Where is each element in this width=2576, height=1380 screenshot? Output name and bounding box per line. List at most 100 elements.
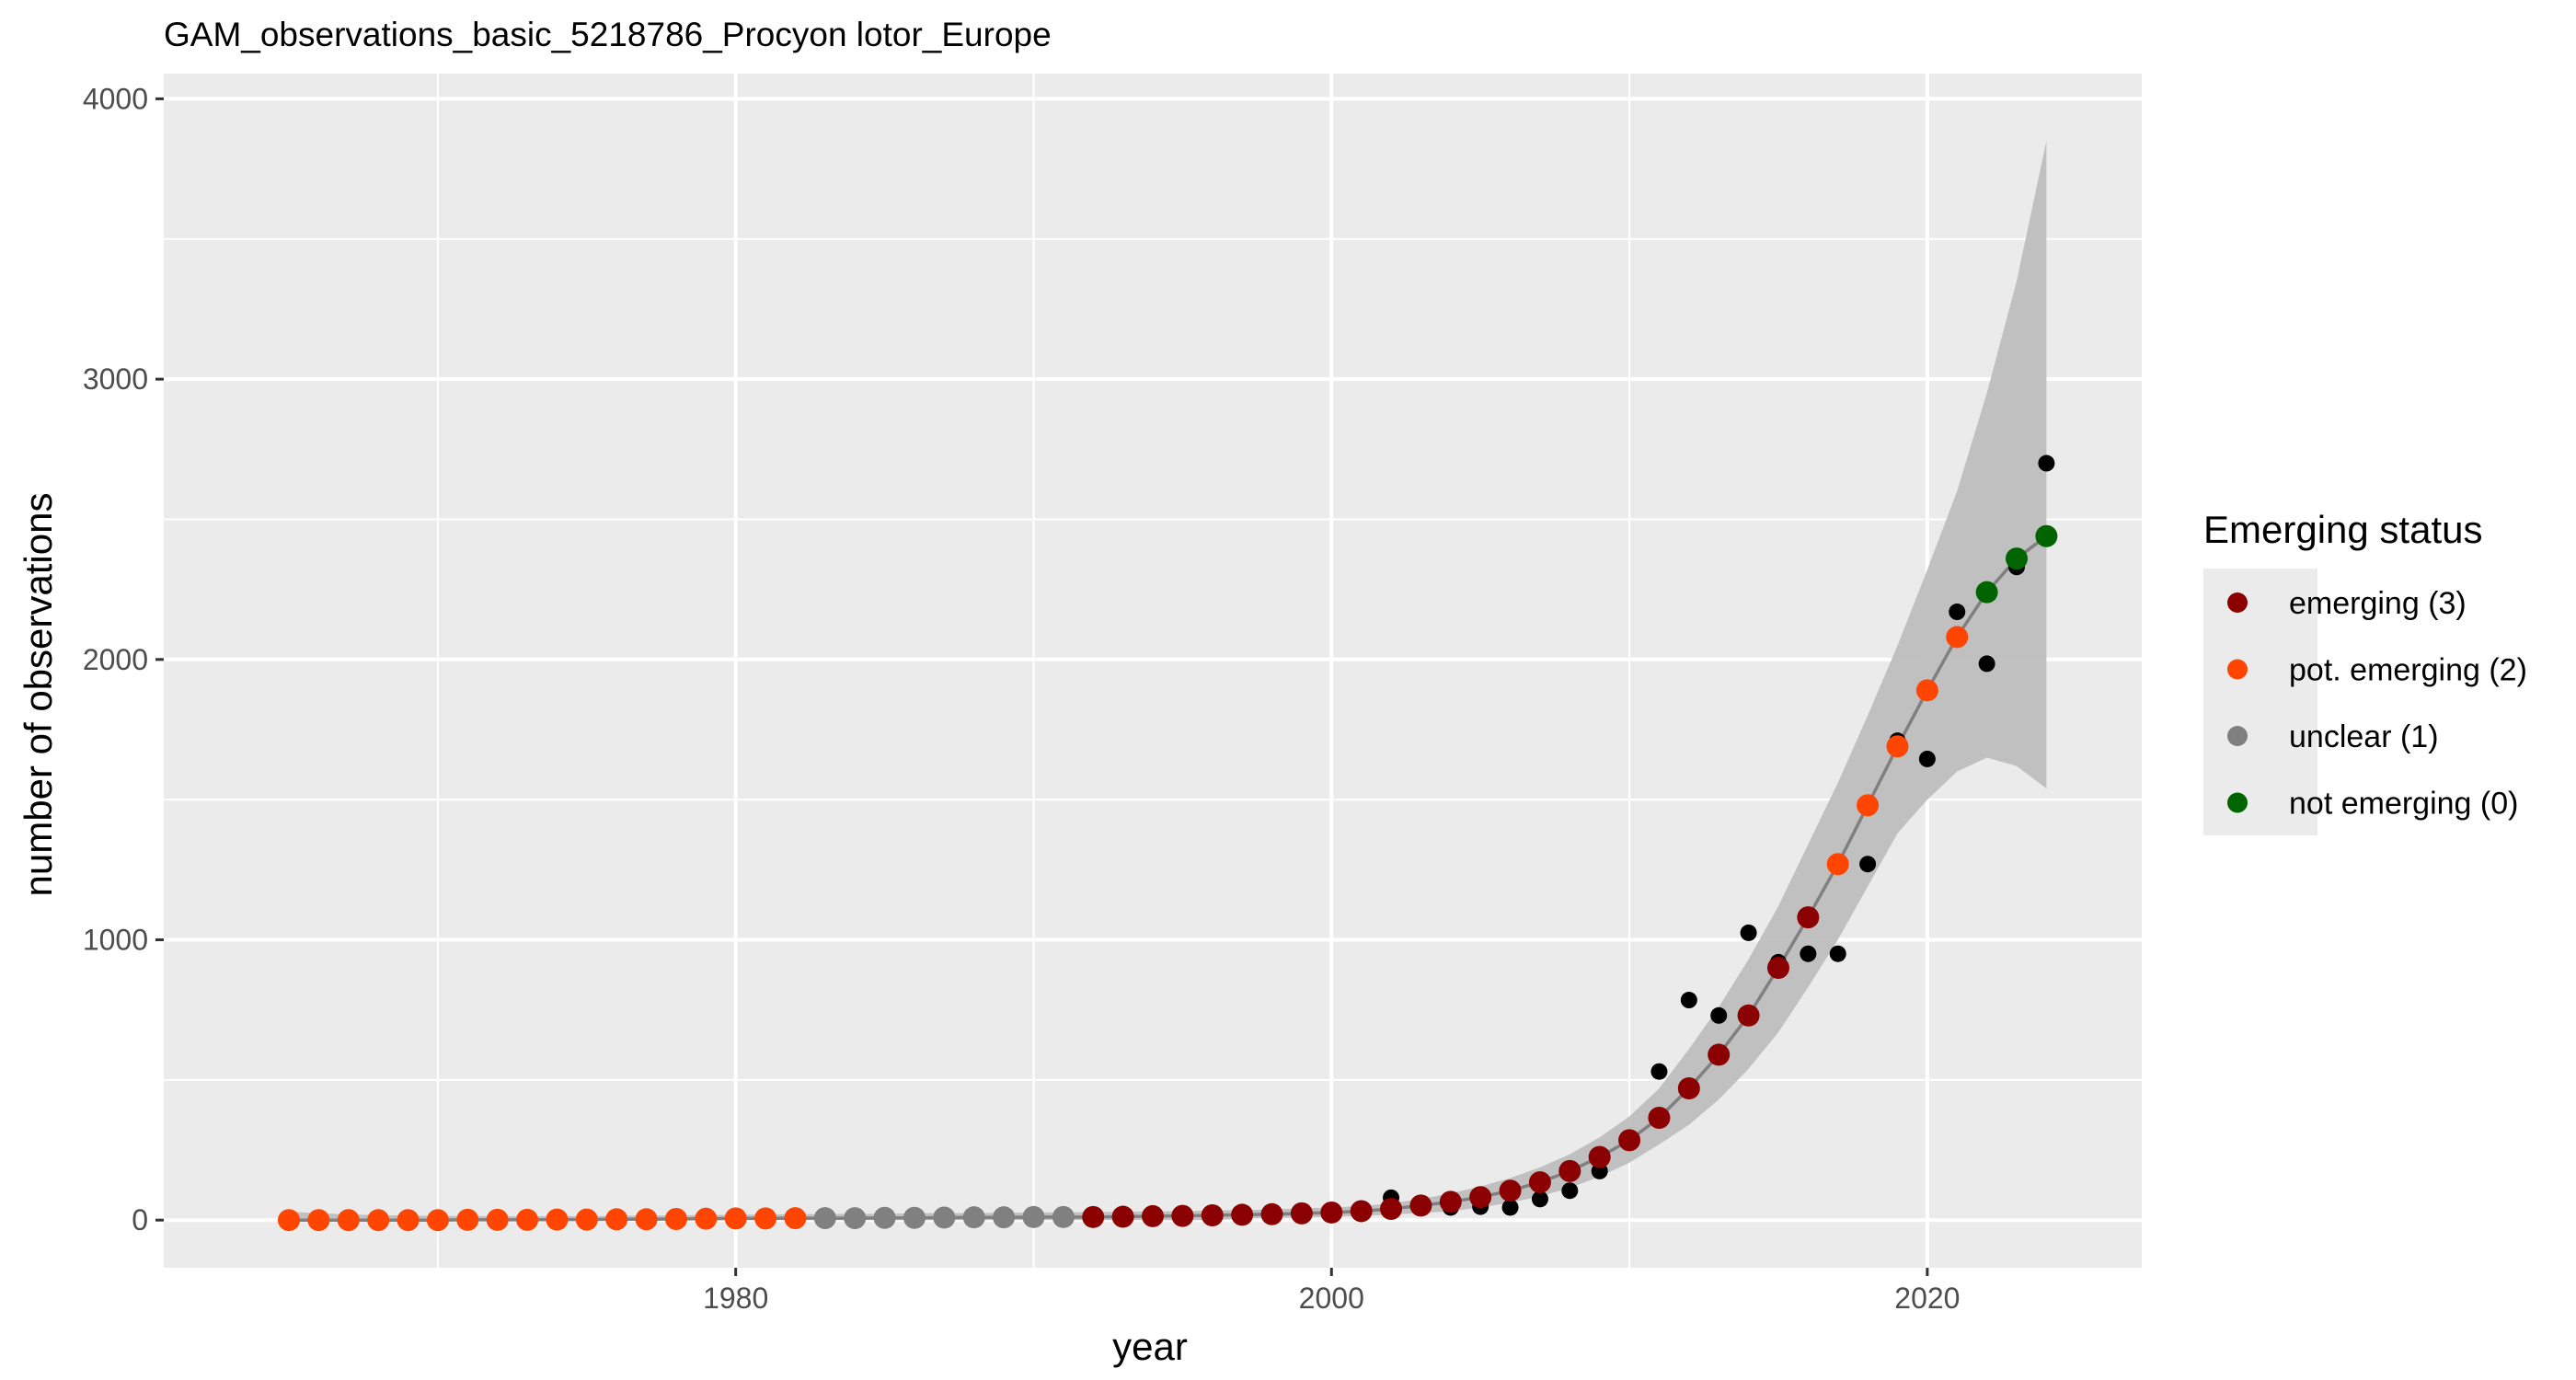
legend-key bbox=[2227, 726, 2248, 746]
fitted-point bbox=[1380, 1198, 1403, 1221]
legend-key bbox=[2227, 659, 2248, 680]
fitted-point bbox=[1111, 1205, 1134, 1228]
fitted-point bbox=[813, 1207, 836, 1230]
fitted-point bbox=[1142, 1204, 1164, 1227]
fitted-point bbox=[635, 1208, 658, 1231]
observed-point bbox=[1800, 945, 1817, 962]
fitted-point bbox=[1857, 794, 1880, 817]
fitted-point bbox=[1350, 1200, 1373, 1223]
fitted-point bbox=[337, 1209, 360, 1232]
legend-title: Emerging status bbox=[2203, 508, 2482, 551]
plot-panel bbox=[164, 74, 2142, 1268]
legend-label: pot. emerging (2) bbox=[2289, 653, 2527, 688]
x-axis-label: year bbox=[1112, 1325, 1188, 1368]
fitted-point bbox=[367, 1209, 390, 1232]
legend-key bbox=[2227, 792, 2248, 813]
fitted-point bbox=[397, 1209, 420, 1232]
x-tick-label: 1980 bbox=[703, 1282, 768, 1315]
fitted-point bbox=[1022, 1205, 1045, 1228]
y-tick-label: 2000 bbox=[83, 643, 148, 676]
fitted-point bbox=[903, 1206, 926, 1229]
legend: Emerging status emerging (3) pot. emergin… bbox=[2203, 508, 2527, 835]
chart-title: GAM_observations_basic_5218786_Procyon l… bbox=[164, 16, 1052, 53]
fitted-point bbox=[1082, 1205, 1105, 1228]
observed-point bbox=[1918, 750, 1936, 767]
y-tick-label: 0 bbox=[132, 1203, 148, 1236]
fitted-point bbox=[456, 1208, 479, 1231]
observed-point bbox=[1501, 1199, 1519, 1216]
fitted-point bbox=[1588, 1145, 1611, 1168]
fitted-point bbox=[1677, 1076, 1700, 1099]
fitted-point bbox=[1528, 1171, 1551, 1194]
fitted-point bbox=[754, 1207, 777, 1230]
fitted-point bbox=[1171, 1204, 1194, 1227]
fitted-point bbox=[1409, 1194, 1432, 1217]
fitted-point bbox=[1052, 1205, 1075, 1228]
legend-key-background bbox=[2203, 569, 2317, 835]
fitted-point bbox=[2035, 524, 2058, 547]
y-tick-label: 4000 bbox=[83, 82, 148, 115]
fitted-point bbox=[1469, 1186, 1492, 1209]
x-axis: 1980 2000 2020 bbox=[703, 1268, 1960, 1315]
fitted-point bbox=[307, 1209, 330, 1232]
observed-point bbox=[1978, 655, 1995, 673]
y-axis-label: number of observations bbox=[17, 493, 60, 897]
legend-label: unclear (1) bbox=[2289, 719, 2439, 754]
fitted-point bbox=[1618, 1129, 1641, 1152]
y-tick-label: 1000 bbox=[83, 924, 148, 957]
observed-point bbox=[1710, 1006, 1728, 1024]
fitted-point bbox=[1915, 679, 1938, 702]
fitted-point bbox=[695, 1207, 718, 1230]
x-tick-label: 2020 bbox=[1894, 1282, 1960, 1315]
fitted-point bbox=[1201, 1204, 1224, 1227]
observed-point bbox=[1680, 992, 1697, 1009]
fitted-point bbox=[546, 1208, 569, 1231]
fitted-point bbox=[2006, 547, 2029, 570]
fitted-point bbox=[1231, 1203, 1254, 1226]
observed-point bbox=[1829, 945, 1846, 962]
grid-minor bbox=[164, 74, 2142, 1268]
legend-label: not emerging (0) bbox=[2289, 787, 2518, 822]
fitted-status-points bbox=[277, 524, 2058, 1232]
x-tick-label: 2000 bbox=[1299, 1282, 1364, 1315]
fitted-point bbox=[1826, 853, 1849, 876]
fitted-point bbox=[844, 1207, 867, 1230]
fitted-point bbox=[784, 1207, 807, 1230]
fitted-point bbox=[1708, 1043, 1731, 1066]
fitted-point bbox=[426, 1209, 449, 1232]
fitted-point bbox=[516, 1208, 539, 1231]
observed-point bbox=[2038, 454, 2055, 472]
observed-point bbox=[1561, 1182, 1579, 1200]
fitted-point bbox=[277, 1209, 300, 1232]
observed-point bbox=[1650, 1063, 1668, 1080]
observed-point bbox=[1740, 924, 1757, 941]
fitted-point bbox=[962, 1206, 985, 1229]
legend-key bbox=[2227, 592, 2248, 613]
fitted-point bbox=[1320, 1201, 1343, 1224]
observed-point bbox=[1949, 604, 1966, 621]
fitted-point bbox=[1737, 1004, 1760, 1027]
fitted-point bbox=[933, 1206, 956, 1229]
legend-items: emerging (3) pot. emerging (2) unclear (1)… bbox=[2203, 569, 2527, 835]
y-axis: 0 1000 2000 3000 4000 bbox=[83, 82, 164, 1236]
fitted-point bbox=[1499, 1179, 1522, 1202]
observed-point bbox=[1531, 1190, 1548, 1208]
fitted-point bbox=[873, 1206, 896, 1229]
fitted-point bbox=[724, 1207, 747, 1230]
fitted-point bbox=[575, 1208, 598, 1231]
fitted-point bbox=[1946, 626, 1969, 649]
fitted-point bbox=[1766, 956, 1789, 979]
fitted-point bbox=[1975, 581, 1998, 604]
fitted-point bbox=[605, 1208, 628, 1231]
fitted-point bbox=[1886, 735, 1909, 758]
y-tick-label: 3000 bbox=[83, 362, 148, 396]
fitted-point bbox=[993, 1206, 1016, 1229]
fitted-point bbox=[1439, 1190, 1462, 1213]
fitted-point bbox=[1558, 1159, 1581, 1182]
fitted-point bbox=[664, 1207, 687, 1230]
legend-label: emerging (3) bbox=[2289, 586, 2467, 621]
observed-point bbox=[1859, 856, 1877, 873]
fitted-point bbox=[1648, 1106, 1671, 1129]
panel-background bbox=[164, 74, 2142, 1268]
